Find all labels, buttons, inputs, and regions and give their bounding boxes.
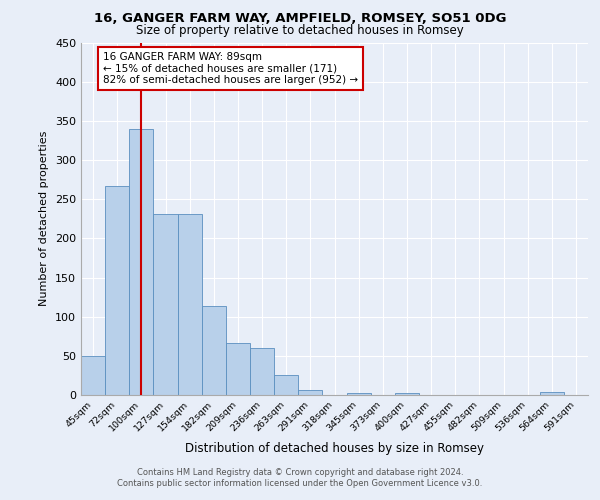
- Text: Contains HM Land Registry data © Crown copyright and database right 2024.
Contai: Contains HM Land Registry data © Crown c…: [118, 468, 482, 487]
- Bar: [105, 186, 129, 395]
- Bar: [395, 392, 419, 395]
- Bar: [178, 214, 202, 395]
- Bar: [202, 306, 226, 395]
- Bar: [129, 128, 154, 395]
- X-axis label: Distribution of detached houses by size in Romsey: Distribution of detached houses by size …: [185, 442, 484, 455]
- Text: Size of property relative to detached houses in Romsey: Size of property relative to detached ho…: [136, 24, 464, 37]
- Bar: [250, 348, 274, 395]
- Bar: [540, 392, 564, 395]
- Bar: [347, 392, 371, 395]
- Bar: [154, 214, 178, 395]
- Bar: [298, 390, 322, 395]
- Bar: [81, 356, 105, 395]
- Text: 16 GANGER FARM WAY: 89sqm
← 15% of detached houses are smaller (171)
82% of semi: 16 GANGER FARM WAY: 89sqm ← 15% of detac…: [103, 52, 358, 85]
- Y-axis label: Number of detached properties: Number of detached properties: [40, 131, 49, 306]
- Bar: [226, 342, 250, 395]
- Bar: [274, 376, 298, 395]
- Text: 16, GANGER FARM WAY, AMPFIELD, ROMSEY, SO51 0DG: 16, GANGER FARM WAY, AMPFIELD, ROMSEY, S…: [94, 12, 506, 26]
